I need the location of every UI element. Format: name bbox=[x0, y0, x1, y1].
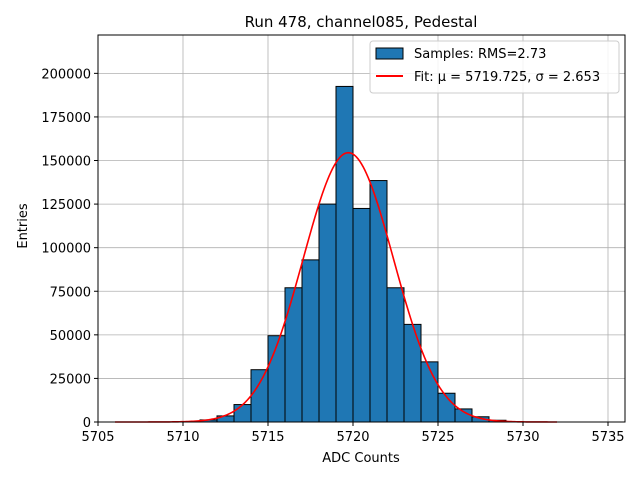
legend-fit-label: Fit: μ = 5719.725, σ = 2.653 bbox=[414, 70, 600, 85]
y-tick-label: 50000 bbox=[50, 329, 91, 344]
histogram-bar bbox=[250, 369, 269, 423]
x-tick-label: 5735 bbox=[591, 430, 624, 445]
y-axis-ticks: 0 25000 50000 75000 100000 125000 150000 175000… bbox=[41, 67, 98, 431]
y-tick-label: 75000 bbox=[50, 285, 91, 300]
y-tick-label: 25000 bbox=[50, 372, 91, 387]
y-tick-label: 200000 bbox=[41, 67, 91, 82]
legend: Samples: RMS=2.73 Fit: μ = 5719.725, σ =… bbox=[369, 40, 620, 94]
y-tick-label: 100000 bbox=[41, 242, 91, 257]
legend-samples-label: Samples: RMS=2.73 bbox=[414, 47, 546, 62]
fit-curve-group bbox=[115, 151, 557, 423]
y-axis-title: Entries bbox=[16, 203, 31, 249]
y-tick-label: 150000 bbox=[41, 155, 91, 170]
histogram-bar bbox=[403, 323, 422, 423]
x-tick-label: 5710 bbox=[166, 430, 199, 445]
legend-samples-swatch bbox=[375, 47, 404, 60]
x-axis-title: ADC Counts bbox=[322, 451, 400, 466]
x-tick-label: 5730 bbox=[506, 430, 539, 445]
plot-frame bbox=[97, 34, 626, 423]
histogram-bars bbox=[199, 85, 507, 423]
chart-title: Run 478, channel085, Pedestal bbox=[245, 13, 478, 31]
x-axis-ticks: 5705 5710 5715 5720 5725 5730 5735 bbox=[81, 422, 625, 445]
histogram-bar bbox=[335, 85, 354, 423]
x-tick-label: 5715 bbox=[251, 430, 284, 445]
histogram-bar bbox=[386, 287, 405, 423]
x-tick-label: 5720 bbox=[336, 430, 369, 445]
histogram-bar bbox=[352, 207, 371, 423]
histogram-bar bbox=[420, 361, 439, 423]
histogram-bar bbox=[318, 203, 337, 423]
legend-box bbox=[369, 40, 620, 94]
histogram-bar bbox=[233, 404, 252, 423]
y-tick-label: 125000 bbox=[41, 198, 91, 213]
fit-curve bbox=[115, 151, 557, 423]
histogram-bar bbox=[284, 287, 303, 423]
y-tick-label: 0 bbox=[83, 416, 91, 431]
x-tick-label: 5705 bbox=[81, 430, 114, 445]
grid bbox=[97, 35, 625, 423]
histogram-bar bbox=[369, 180, 388, 423]
histogram-bar bbox=[301, 259, 320, 423]
histogram-bar bbox=[267, 335, 286, 423]
y-tick-label: 175000 bbox=[41, 111, 91, 126]
x-tick-label: 5725 bbox=[421, 430, 454, 445]
